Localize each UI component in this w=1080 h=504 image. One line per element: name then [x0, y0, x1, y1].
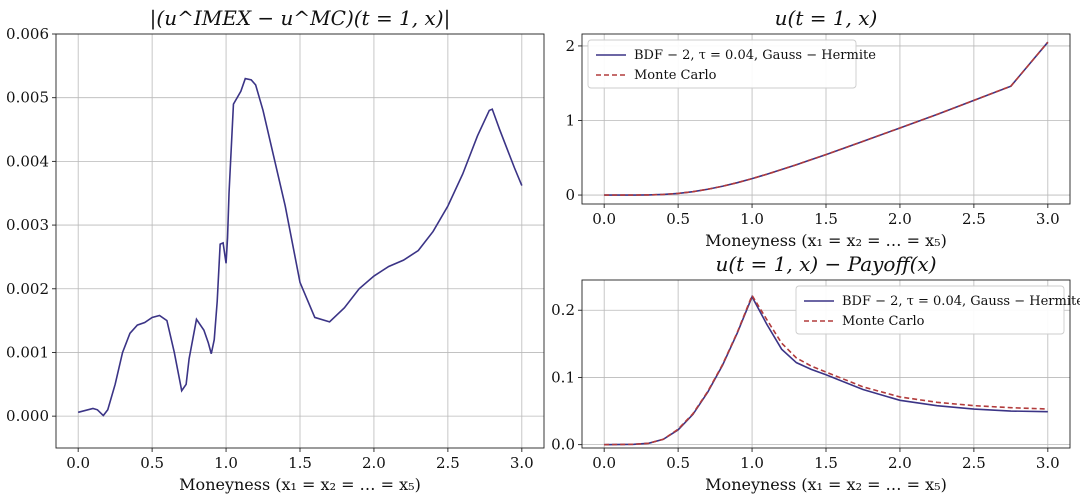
x-tick-label: 1.5 — [814, 210, 838, 228]
y-tick-label: 0.1 — [551, 368, 575, 386]
y-tick-label: 0.004 — [6, 152, 49, 170]
y-tick-label: 1 — [565, 111, 575, 129]
series-line-1 — [604, 293, 1048, 446]
y-tick-label: 0.005 — [6, 89, 49, 107]
x-tick-label: 0.0 — [592, 210, 616, 228]
y-tick-label: 0 — [565, 186, 575, 204]
legend-box — [795, 285, 1065, 335]
legend-box — [587, 39, 857, 89]
x-tick-label: 1.0 — [740, 210, 764, 228]
plot-frame — [55, 33, 545, 449]
x-tick-label: 0.0 — [592, 454, 616, 472]
x-tick-label: 1.5 — [814, 454, 838, 472]
y-tick-label: 0.002 — [6, 280, 49, 298]
x-tick-label: 1.5 — [288, 454, 312, 472]
x-axis-label: Moneyness (x₁ = x₂ = … = x₅) — [179, 475, 421, 494]
chart-time-value-panel: 0.0 0.5 1.0 1.5 2.0 2.5 3.0 0.0 0.1 0.2 u(t = 1, x… — [551, 252, 1080, 494]
plot-frame — [581, 33, 1071, 205]
x-tick-label: 1.0 — [214, 454, 238, 472]
y-tick-label: 0.003 — [6, 216, 49, 234]
chart-title: u(t = 1, x) — [775, 6, 878, 30]
chart-title: |(u^IMEX − u^MC)(t = 1, x)| — [150, 6, 451, 31]
x-tick-label: 0.5 — [140, 454, 164, 472]
x-axis-label: Moneyness (x₁ = x₂ = … = x₅) — [705, 475, 947, 494]
chart-error-panel: 0.0 0.5 1.0 1.5 2.0 2.5 3.0 0.000 0.001 0.002 0.00… — [6, 6, 545, 494]
x-tick-label: 2.5 — [962, 454, 986, 472]
legend-label: BDF − 2, τ = 0.04, Gauss − Hermite — [634, 48, 876, 63]
y-tick-label: 0.000 — [6, 407, 49, 425]
x-tick-label: 1.0 — [740, 454, 764, 472]
x-tick-label: 2.0 — [888, 454, 912, 472]
y-tick-label: 0.0 — [551, 436, 575, 454]
x-tick-label: 3.0 — [1036, 210, 1060, 228]
x-tick-label: 0.0 — [66, 454, 90, 472]
x-tick-label: 0.5 — [666, 454, 690, 472]
y-tick-label: 0.2 — [551, 301, 575, 319]
x-tick-label: 2.5 — [436, 454, 460, 472]
x-axis-label: Moneyness (x₁ = x₂ = … = x₅) — [705, 231, 947, 250]
legend-label: BDF − 2, τ = 0.04, Gauss − Hermite — [842, 294, 1080, 309]
y-tick-label: 0.001 — [6, 343, 49, 361]
x-tick-label: 2.5 — [962, 210, 986, 228]
series-line-1 — [604, 41, 1049, 196]
x-tick-label: 3.0 — [510, 454, 534, 472]
y-tick-label: 0.006 — [6, 25, 49, 43]
x-tick-label: 3.0 — [1036, 454, 1060, 472]
x-tick-label: 2.0 — [888, 210, 912, 228]
chart-solution-panel: 0.0 0.5 1.0 1.5 2.0 2.5 3.0 0 1 2 u(t = 1, x) Money… — [565, 6, 1071, 250]
legend-label: Monte Carlo — [842, 314, 925, 329]
chart-title: u(t = 1, x) − Payoff(x) — [715, 252, 936, 276]
plot-frame — [581, 279, 1071, 449]
legend-label: Monte Carlo — [634, 68, 717, 83]
series-line-0 — [77, 77, 523, 417]
y-tick-label: 2 — [565, 37, 575, 55]
x-tick-label: 0.5 — [666, 210, 690, 228]
x-tick-label: 2.0 — [362, 454, 386, 472]
